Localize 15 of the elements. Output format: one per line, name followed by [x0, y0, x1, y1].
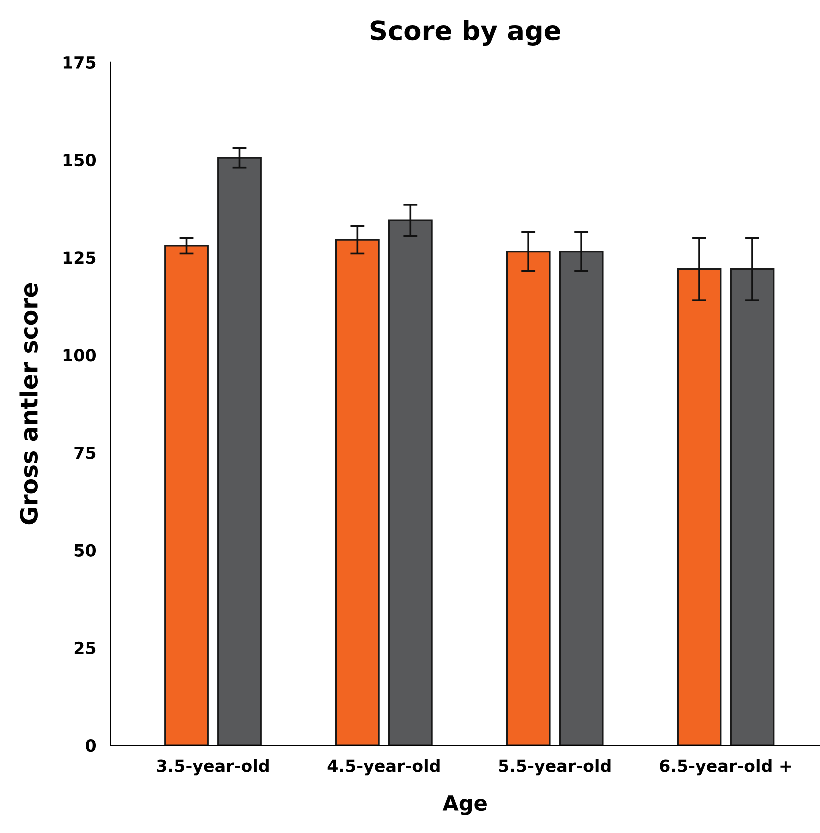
- y-tick-label: 50: [74, 544, 96, 557]
- y-tick-label: 125: [64, 252, 96, 264]
- y-tick-label: 75: [74, 446, 96, 460]
- x-tick-label: 3.5-year-old: [157, 759, 269, 776]
- x-tick-label: 4.5-year-old: [328, 759, 440, 776]
- y-tick-label: 0: [86, 739, 96, 752]
- y-tick-label: 150: [64, 154, 96, 167]
- y-tick-label: 100: [64, 349, 96, 362]
- x-tick-label: 5.5-year-old: [499, 759, 611, 776]
- x-axis-title: Age: [442, 796, 487, 816]
- y-axis-title: Gross antler score: [20, 283, 38, 525]
- chart-title: Score by age: [370, 20, 560, 46]
- x-tick-label: 6.5-year-old +: [660, 759, 792, 776]
- y-tick-label: 175: [64, 56, 96, 70]
- y-tick-label: 25: [74, 642, 96, 655]
